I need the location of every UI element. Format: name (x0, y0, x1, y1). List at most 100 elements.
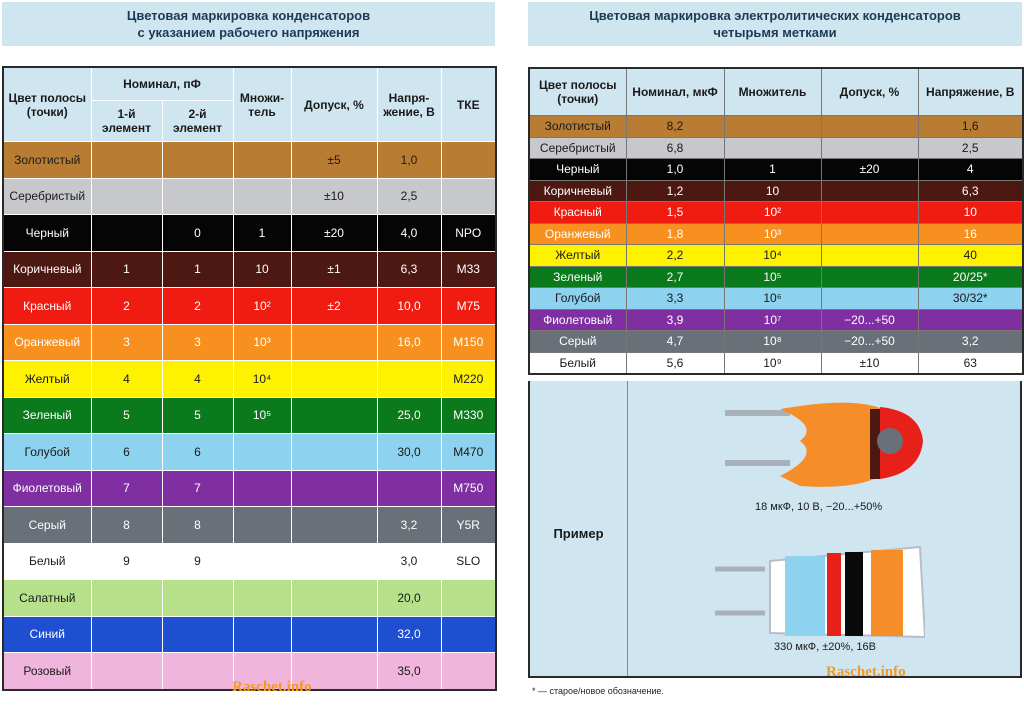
table-row: Оранжевый 1,8 10³ 16 (528, 222, 1024, 245)
disc-capacitor-illustration (725, 402, 923, 487)
first-element-cell: 4 (90, 360, 163, 398)
header-color: Цвет полосы (точки) (528, 67, 627, 116)
first-element-cell: 1 (90, 250, 163, 288)
multiplier-cell: 1 (723, 158, 822, 181)
tolerance-cell: ±20 (820, 158, 919, 181)
second-element-cell: 8 (161, 506, 234, 544)
color-name-cell: Оранжевый (528, 222, 627, 245)
tolerance-cell: ±10 (290, 177, 378, 215)
header-multiplier: Множитель (723, 67, 822, 116)
header-tke: ТКЕ (440, 66, 497, 142)
voltage-cell: 16 (917, 222, 1024, 245)
example-label: Пример (553, 526, 604, 541)
tolerance-cell (290, 396, 378, 434)
color-name-cell: Коричневый (2, 250, 92, 288)
tolerance-cell (820, 179, 919, 202)
color-name-cell: Серый (2, 506, 92, 544)
second-element-cell (161, 615, 234, 653)
tolerance-cell: ±10 (820, 351, 919, 375)
multiplier-cell (232, 506, 292, 544)
electrolytic-color-code-table: Цвет полосы (точки) Номинал, мкФ Множите… (528, 67, 1024, 375)
voltage-cell: 20/25* (917, 265, 1024, 288)
nominal-cell: 1,0 (625, 158, 725, 181)
second-element-cell: 5 (161, 396, 234, 434)
multiplier-cell: 10⁸ (723, 330, 822, 353)
nominal-cell: 5,6 (625, 351, 725, 375)
tke-cell (440, 141, 497, 179)
second-element-cell: 2 (161, 287, 234, 325)
table-row: Золотистый 8,2 1,6 (528, 115, 1024, 138)
example-panel: Пример 18 мкФ, 10 В, −20...+50% 330 мкФ,… (528, 381, 1022, 678)
header-second-element: 2-й элемент (161, 100, 234, 142)
nominal-cell: 2,2 (625, 244, 725, 267)
color-name-cell: Серебристый (2, 177, 92, 215)
multiplier-cell (232, 542, 292, 580)
left-table-title: Цветовая маркировка конденсаторов с указ… (2, 2, 495, 46)
red-band (827, 553, 841, 636)
nominal-cell: 1,5 (625, 201, 725, 224)
voltage-cell: 3,2 (917, 330, 1024, 353)
lightblue-band (785, 556, 825, 636)
tolerance-cell (290, 469, 378, 507)
table-row: Розовый 35,0 (2, 652, 497, 690)
header-tolerance: Допуск, % (820, 67, 919, 116)
header-multiplier: Множи-тель (232, 66, 292, 142)
tolerance-cell (820, 222, 919, 245)
multiplier-cell (232, 141, 292, 179)
table-row: Серый 4,7 10⁸ −20...+50 3,2 (528, 330, 1024, 353)
tolerance-cell: ±5 (290, 141, 378, 179)
voltage-cell: 3,2 (376, 506, 442, 544)
second-element-cell (161, 579, 234, 617)
nominal-cell: 3,3 (625, 287, 725, 310)
multiplier-cell: 10⁶ (723, 287, 822, 310)
first-element-cell: 5 (90, 396, 163, 434)
table-row: Голубой 3,3 10⁶ 30/32* (528, 287, 1024, 310)
table-row: Коричневый 1,2 10 6,3 (528, 179, 1024, 202)
second-element-cell (161, 652, 234, 690)
color-name-cell: Черный (2, 214, 92, 252)
second-element-cell: 1 (161, 250, 234, 288)
tke-cell (440, 579, 497, 617)
multiplier-cell (232, 433, 292, 471)
multiplier-cell (232, 177, 292, 215)
voltage-cell (376, 360, 442, 398)
tke-cell (440, 177, 497, 215)
second-element-cell (161, 177, 234, 215)
tolerance-cell (820, 265, 919, 288)
multiplier-cell: 10⁵ (723, 265, 822, 288)
multiplier-cell: 10⁴ (232, 360, 292, 398)
header-first-element: 1-й элемент (90, 100, 163, 142)
table-row: Желтый 2,2 10⁴ 40 (528, 244, 1024, 267)
example1-caption: 18 мкФ, 10 В, −20...+50% (755, 501, 883, 513)
table-row: Зеленый 2,7 10⁵ 20/25* (528, 265, 1024, 288)
nominal-cell: 8,2 (625, 115, 725, 138)
table-row: Золотистый ±5 1,0 (2, 141, 497, 179)
tolerance-cell (820, 136, 919, 159)
multiplier-cell: 10⁷ (723, 308, 822, 331)
capacitor-color-code-table: Цвет полосы (точки) Номинал, пФ Множи-те… (2, 66, 498, 691)
second-element-cell: 3 (161, 323, 234, 361)
tolerance-cell: ±1 (290, 250, 378, 288)
table-row: Серебристый 6,8 2,5 (528, 136, 1024, 159)
second-element-cell: 0 (161, 214, 234, 252)
color-name-cell: Зеленый (2, 396, 92, 434)
tolerance-cell: ±20 (290, 214, 378, 252)
grey-dot (877, 428, 903, 454)
table-row: Голубой 6 6 30,0 M470 (2, 433, 497, 471)
tolerance-cell (290, 360, 378, 398)
tolerance-cell (290, 615, 378, 653)
tke-cell: M750 (440, 469, 497, 507)
voltage-cell: 25,0 (376, 396, 442, 434)
color-name-cell: Фиолетовый (528, 308, 627, 331)
color-name-cell: Зеленый (528, 265, 627, 288)
color-name-cell: Голубой (2, 433, 92, 471)
multiplier-cell (723, 115, 822, 138)
tolerance-cell (290, 506, 378, 544)
multiplier-cell (232, 469, 292, 507)
example2-caption: 330 мкФ, ±20%, 16В (774, 641, 876, 653)
first-element-cell: 3 (90, 323, 163, 361)
first-element-cell: 8 (90, 506, 163, 544)
first-element-cell (90, 177, 163, 215)
table-row: Черный 1,0 1 ±20 4 (528, 158, 1024, 181)
multiplier-cell: 1 (232, 214, 292, 252)
